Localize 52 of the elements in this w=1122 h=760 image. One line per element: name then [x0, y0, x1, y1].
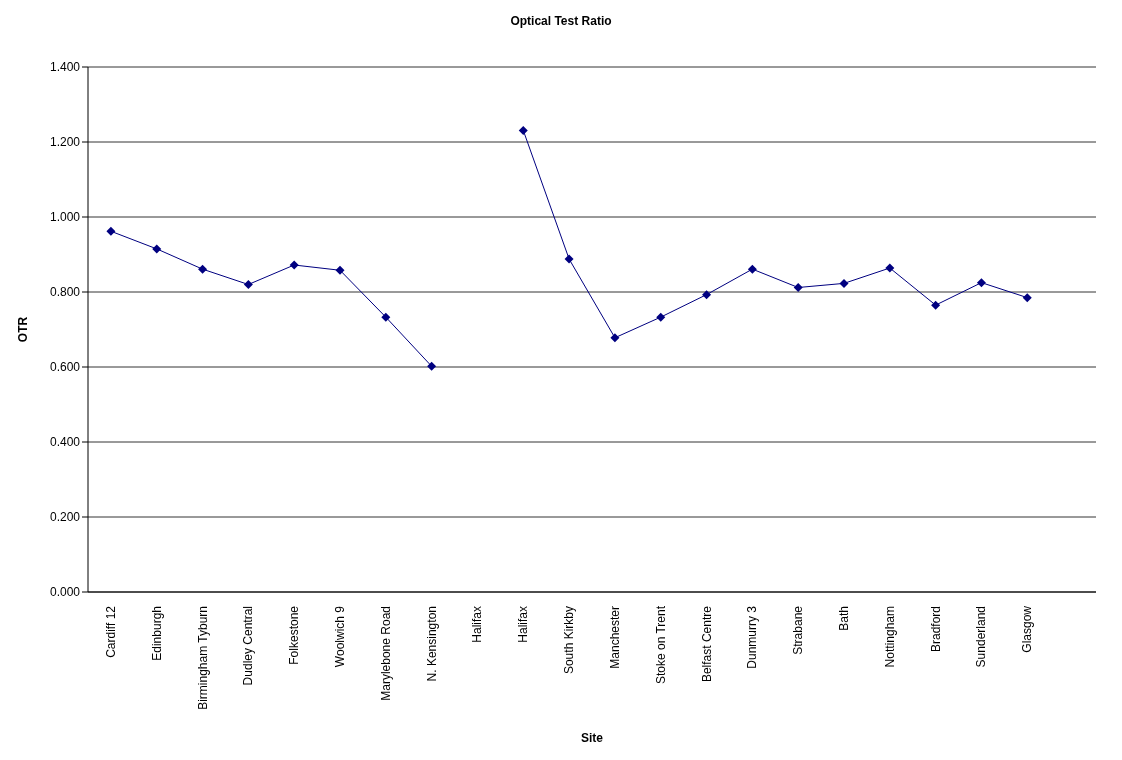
point	[427, 361, 437, 371]
x-tick-label: Halifax	[516, 606, 531, 643]
point	[1022, 293, 1032, 303]
x-tick-label: Sunderland	[974, 606, 989, 668]
x-tick-label: Marylebone Road	[378, 606, 393, 701]
y-tick-label: 0.800	[49, 285, 81, 300]
x-tick-label: Cardiff 12	[103, 605, 118, 658]
x-tick-label: Edinburgh	[149, 606, 164, 661]
point	[518, 125, 528, 135]
point	[335, 265, 345, 275]
x-tick-label: Halifax	[470, 606, 485, 643]
point	[198, 264, 208, 274]
y-tick-label: 0.600	[49, 360, 81, 375]
x-tick-label: Nottingham	[882, 606, 897, 668]
x-tick-label: Birmingham Tyburn	[195, 606, 210, 710]
y-tick-label: 0.400	[49, 435, 81, 450]
point	[564, 254, 574, 264]
chart-title: Optical Test Ratio	[509, 13, 613, 30]
point	[656, 312, 666, 322]
point	[793, 283, 803, 292]
x-tick-label: Dudley Central	[241, 606, 256, 686]
x-tick-label: Bath	[837, 606, 851, 631]
point	[381, 312, 391, 322]
point	[931, 300, 941, 310]
point	[976, 278, 986, 288]
x-tick-label: Woolwich 9	[333, 605, 347, 668]
x-tick-label: N. Kensington	[424, 606, 439, 682]
y-tick-label: 1.000	[49, 210, 81, 225]
point	[747, 264, 757, 274]
point	[839, 278, 849, 288]
point	[289, 260, 299, 270]
y-tick-label: 0.000	[49, 585, 81, 600]
y-axis-title: OTR	[16, 316, 31, 343]
x-tick-label: South Kirkby	[562, 606, 577, 675]
x-tick-label: Folkestone	[287, 605, 302, 665]
x-tick-label: Dunmurry 3	[745, 605, 760, 669]
point	[243, 280, 253, 289]
y-tick-label: 1.400	[49, 60, 81, 75]
y-tick-label: 1.200	[49, 135, 81, 150]
x-tick-label: Bradford	[928, 606, 943, 653]
x-tick-label: Manchester	[607, 606, 622, 669]
x-tick-label: Strabane	[791, 605, 806, 655]
y-tick-label: 0.200	[49, 510, 81, 525]
point	[610, 333, 620, 343]
point	[152, 244, 162, 254]
point	[885, 263, 895, 273]
x-tick-label: Glasgow	[1020, 605, 1035, 653]
point	[106, 226, 116, 236]
x-tick-label: Stoke on Trent	[653, 605, 668, 685]
point	[702, 290, 712, 300]
x-tick-label: Belfast Centre	[699, 605, 714, 683]
x-axis-title: Site	[580, 731, 604, 745]
